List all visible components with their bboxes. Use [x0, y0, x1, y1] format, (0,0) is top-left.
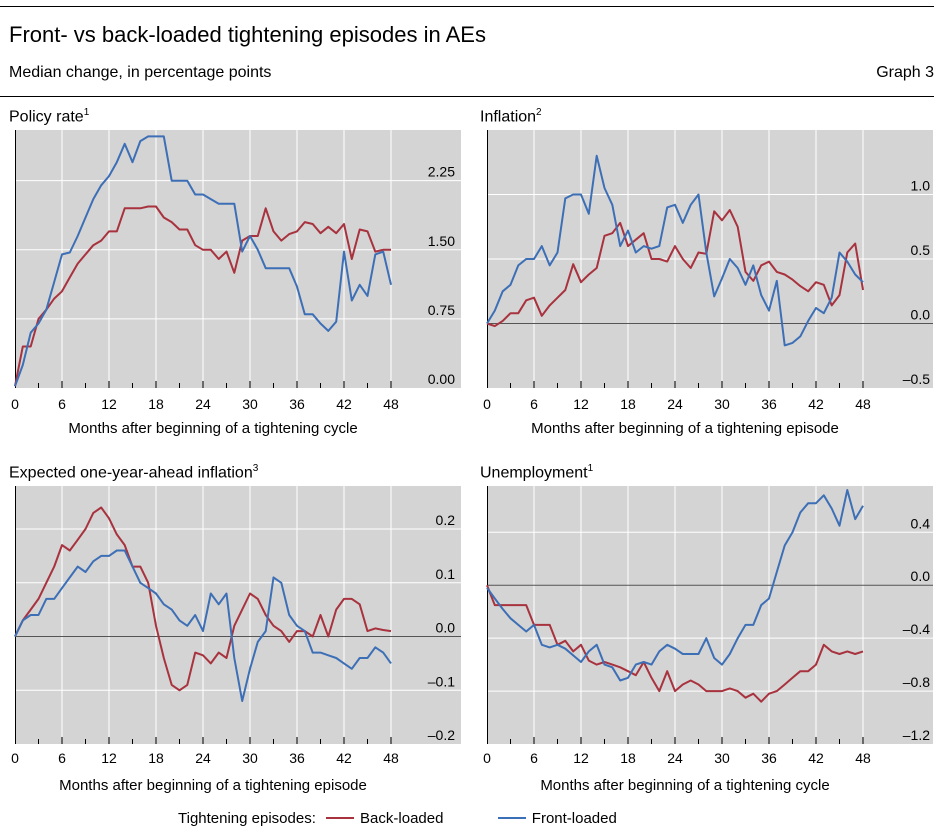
x-tick-label: 0: [11, 396, 19, 412]
x-tick-label: 18: [620, 396, 636, 412]
x-tick-label: 36: [289, 396, 305, 412]
x-tick-label: 48: [855, 750, 871, 766]
y-tick-label: –0.1: [428, 673, 455, 689]
panel-expected-inflation: –0.2 –0.1 0.0 0.1 0.2 0 6 12 18 24 30 36 42 48 Months …: [11, 486, 461, 794]
chart-title: Front- vs back-loaded tightening episode…: [9, 22, 486, 47]
x-tick-label: 12: [101, 750, 117, 766]
plot-area: [487, 486, 933, 744]
panel-title-expected-inflation: Expected one-year-ahead inflation3: [9, 463, 259, 482]
legend-front-swatch: [497, 816, 526, 819]
y-tick-label: –0.5: [903, 371, 930, 387]
y-tick-label: 1.0: [911, 178, 931, 194]
series-line-front-loaded: [486, 489, 864, 682]
x-tick-label: 30: [714, 396, 730, 412]
panel-title-policy-rate: Policy rate1: [9, 107, 90, 126]
panel-title-unemployment: Unemployment1: [480, 463, 594, 482]
series-line-back-loaded: [486, 584, 864, 703]
x-tick-label: 42: [808, 750, 824, 766]
x-tick-label: 42: [336, 750, 352, 766]
y-tick-label: 0.00: [428, 371, 455, 387]
x-axis-label: Months after beginning of a tightening e…: [59, 777, 367, 794]
x-tick-label: 24: [667, 750, 683, 766]
y-tick-label: 0.0: [436, 620, 456, 636]
series-line-back-loaded: [14, 205, 391, 387]
series-line-front-loaded: [486, 154, 864, 347]
panel-inflation: –0.5 0.0 0.5 1.0 0 6 12 18 24 30 36 42 48 Months afte…: [483, 130, 933, 437]
header-rule: [0, 96, 934, 97]
y-tick-label: 1.50: [428, 233, 455, 249]
x-tick-label: 0: [11, 750, 19, 766]
y-tick-label: –0.2: [428, 727, 455, 743]
x-tick-label: 0: [483, 396, 491, 412]
x-axis-label: Months after beginning of a tightening c…: [68, 420, 357, 437]
x-tick-label: 6: [530, 750, 538, 766]
x-tick-label: 36: [289, 750, 305, 766]
legend-front-label: Front-loaded: [531, 810, 617, 827]
panel-title-inflation: Inflation2: [480, 107, 542, 126]
series-line-front-loaded: [14, 135, 392, 387]
x-tick-label: 36: [761, 750, 777, 766]
x-tick-label: 6: [530, 396, 538, 412]
y-tick-label: 0.0: [911, 307, 931, 323]
x-tick-label: 0: [483, 750, 491, 766]
series-line-back-loaded: [486, 209, 864, 328]
legend-back-label: Back-loaded: [360, 810, 444, 827]
panel-unemployment: –1.2 –0.8 –0.4 0.0 0.4 0 6 12 18 24 30 36 42 48 Months…: [483, 486, 933, 794]
y-tick-label: 0.1: [436, 566, 456, 582]
x-axis-label: Months after beginning of a tightening c…: [540, 777, 829, 794]
series-line-back-loaded: [14, 506, 392, 692]
x-tick-label: 48: [855, 396, 871, 412]
x-tick-label: 24: [195, 750, 211, 766]
y-tick-label: 2.25: [428, 164, 455, 180]
x-axis-label: Months after beginning of a tightening e…: [531, 420, 839, 437]
series-line-front-loaded: [14, 549, 392, 702]
top-rule: [0, 6, 934, 7]
panel-policy-rate: 0.00 0.75 1.50 2.25 0 6 12 18 24 30 36 42 48 Months a…: [11, 130, 461, 437]
x-tick-label: 30: [242, 750, 258, 766]
x-tick-label: 6: [58, 396, 66, 412]
y-tick-label: 0.2: [436, 512, 456, 528]
x-tick-label: 48: [383, 396, 399, 412]
x-tick-label: 24: [667, 396, 683, 412]
x-tick-label: 48: [383, 750, 399, 766]
x-tick-label: 18: [148, 396, 164, 412]
x-tick-label: 36: [761, 396, 777, 412]
x-tick-label: 42: [808, 396, 824, 412]
y-tick-label: –0.4: [903, 621, 930, 637]
chart-subtitle: Median change, in percentage points: [9, 64, 272, 81]
y-tick-label: –0.8: [903, 674, 930, 690]
legend-back-swatch: [326, 816, 355, 819]
graph-number: Graph 3: [876, 64, 934, 81]
x-tick-label: 12: [573, 750, 589, 766]
x-tick-label: 30: [242, 396, 258, 412]
x-tick-label: 30: [714, 750, 730, 766]
x-tick-label: 6: [58, 750, 66, 766]
x-tick-label: 18: [620, 750, 636, 766]
y-tick-label: 0.4: [911, 515, 931, 531]
x-tick-label: 12: [101, 396, 117, 412]
plot-area: [15, 486, 461, 744]
x-tick-label: 12: [573, 396, 589, 412]
y-tick-label: 0.75: [428, 302, 455, 318]
legend: Tightening episodes: Back-loaded Front-l…: [178, 810, 617, 827]
legend-prefix: Tightening episodes:: [178, 810, 316, 827]
x-tick-label: 24: [195, 396, 211, 412]
x-tick-label: 42: [336, 396, 352, 412]
x-tick-label: 18: [148, 750, 164, 766]
y-tick-label: 0.5: [911, 242, 931, 258]
y-tick-label: 0.0: [911, 568, 931, 584]
y-tick-label: –1.2: [903, 727, 930, 743]
